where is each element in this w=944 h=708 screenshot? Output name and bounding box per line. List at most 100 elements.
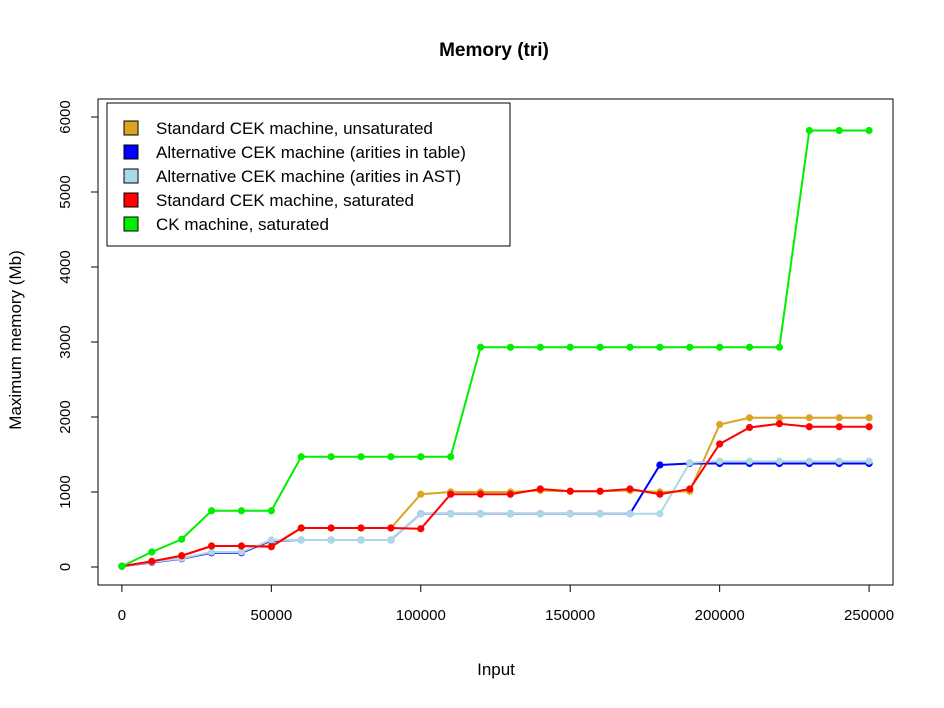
data-point [686,485,694,493]
data-point [626,510,634,518]
data-point [566,510,574,518]
x-tick-label: 150000 [545,607,595,624]
data-point [476,490,485,498]
data-point [506,490,515,498]
data-point [207,507,216,515]
legend-swatch [123,144,139,160]
data-point [387,524,395,532]
y-tick-label: 5000 [57,175,74,208]
data-point [775,457,784,465]
data-point [417,510,425,518]
x-axis-label: Input [477,660,515,679]
data-point [387,536,395,544]
series-group [118,459,873,570]
data-point [805,457,813,465]
data-point [566,343,574,351]
data-point [745,423,754,432]
data-point [207,548,216,556]
x-tick-label: 50000 [250,607,292,624]
data-point [267,536,275,544]
data-point [775,343,784,351]
data-point [297,524,305,532]
data-point [387,453,395,461]
data-point [536,485,544,493]
x-axis: 0 50000 100000 150000 200000 250000 [118,584,894,624]
data-point [835,423,843,431]
data-point [178,552,186,560]
y-tick-label: 1000 [57,475,74,508]
legend-label: Alternative CEK machine (arities in tabl… [156,143,466,162]
data-point [716,420,724,429]
data-point [327,453,335,461]
data-point [506,343,515,351]
data-point [716,343,724,351]
legend-swatch [123,168,139,184]
plot-series [118,126,873,570]
data-point [656,490,664,498]
data-point [447,490,455,498]
legend-swatch [123,192,139,208]
y-tick-label: 4000 [57,250,74,283]
y-tick-label: 2000 [57,400,74,433]
legend-label: Alternative CEK machine (arities in AST) [156,167,461,186]
series-line [121,416,870,568]
x-tick-label: 0 [118,607,126,624]
data-point [626,485,634,493]
legend-box [106,102,511,247]
series-group [118,457,873,570]
legend-label: Standard CEK machine, unsaturated [156,119,433,138]
series-line [121,460,870,568]
series-group [118,420,873,570]
data-point [327,536,335,544]
data-point [865,414,873,422]
data-point [596,510,604,518]
data-point [835,414,843,422]
data-point [536,343,544,351]
series-line [121,129,870,568]
data-point [865,126,873,135]
series-line [121,462,870,568]
data-point [357,524,365,532]
data-point [237,548,246,556]
data-point [805,126,813,135]
data-point [417,490,425,498]
data-point [775,414,784,422]
data-point [596,343,604,351]
legend-swatch [123,120,139,136]
legend: Standard CEK machine, unsaturated Alterna… [106,102,511,247]
data-point [835,457,843,465]
x-tick-label: 250000 [844,607,894,624]
legend-label: CK machine, saturated [156,215,329,234]
chart-title: Memory (tri) [439,40,549,61]
y-axis-label: Maximum memory (Mb) [6,250,25,429]
data-point [417,525,425,533]
data-point [357,453,365,461]
data-point [656,343,664,351]
data-point [447,510,455,518]
y-tick-label: 0 [57,563,74,571]
data-point [237,542,246,550]
data-point [476,343,485,351]
data-point [447,453,455,461]
data-point [267,507,275,515]
data-point [148,548,156,556]
data-point [835,126,843,135]
y-tick-label: 6000 [57,100,74,133]
y-axis: 0 1000 2000 3000 4000 5000 6000 [57,100,99,571]
data-point [716,457,724,465]
data-point [357,536,365,544]
series-group [118,126,873,570]
data-point [745,457,754,465]
data-point [805,414,813,422]
data-point [686,343,694,351]
data-point [716,440,724,448]
data-point [267,543,275,551]
data-point [566,487,574,495]
data-point [775,420,784,428]
x-tick-label: 100000 [396,607,446,624]
y-tick-label: 3000 [57,325,74,358]
data-point [237,507,246,515]
data-point [745,343,754,351]
data-point [178,535,186,543]
